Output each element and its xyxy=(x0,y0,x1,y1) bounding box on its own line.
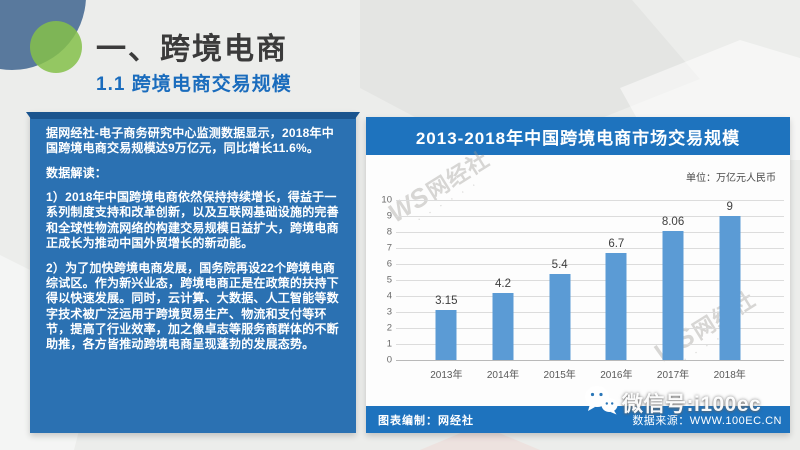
bar-value-label: 6.7 xyxy=(608,237,625,250)
commentary-point-1: 1）2018年中国跨境电商依然保持持续增长，得益于一系列制度支持和改革创新，以及… xyxy=(46,190,339,251)
x-axis-label: 2015年 xyxy=(543,370,576,381)
page-subtitle: 1.1 跨境电商交易规模 xyxy=(96,74,292,95)
commentary-point-2: 2）为了加快跨境电商发展，国务院再设22个跨境电商综试区。作为新兴业态，跨境电商… xyxy=(46,260,339,352)
chart-plot: 3.15 2013年 4.2 2014年 5.4 2015年 6.7 2016年 8.06 201… xyxy=(418,200,758,381)
y-axis-tick: 10 xyxy=(381,194,392,206)
gridline xyxy=(396,312,784,313)
gridline xyxy=(396,328,784,329)
chart-footer-source: 数据来源：WWW.100EC.CN xyxy=(632,414,782,427)
bar xyxy=(719,216,741,360)
bar-value-label: 4.2 xyxy=(495,277,511,290)
y-axis-tick: 4 xyxy=(386,290,392,302)
y-axis-tick: 0 xyxy=(386,354,392,366)
wechat-icon xyxy=(584,385,618,420)
panel-top-ribbon xyxy=(26,112,360,119)
page-title: 一、跨境电商 xyxy=(96,33,288,66)
gridline xyxy=(396,248,784,249)
wechat-watermark: 微信号:i100ec xyxy=(584,385,761,420)
gridline xyxy=(396,280,784,281)
bar-column: 3.15 2013年 xyxy=(418,200,475,381)
bar-column: 6.7 2016年 xyxy=(588,200,645,381)
wechat-id-label: 微信号:i100ec xyxy=(622,392,762,416)
y-axis-tick: 8 xyxy=(386,226,392,238)
bar-column: 5.4 2015年 xyxy=(531,200,588,381)
commentary-panel: 据网经社-电子商务研究中心监测数据显示，2018年中国跨境电商交易规模达9万亿元… xyxy=(26,112,360,433)
x-axis-label: 2016年 xyxy=(600,370,633,381)
bar-column: 8.06 2017年 xyxy=(645,200,702,381)
bar xyxy=(435,309,457,360)
commentary-section-label: 数据解读： xyxy=(46,165,108,180)
gridline xyxy=(396,264,784,265)
x-axis-label: 2013年 xyxy=(430,370,463,381)
commentary-intro: 据网经社-电子商务研究中心监测数据显示，2018年中国跨境电商交易规模达9万亿元… xyxy=(46,126,334,156)
gridline xyxy=(396,216,784,217)
x-axis-label: 2018年 xyxy=(713,370,746,381)
chart-footer-credit: 图表编制：网经社 xyxy=(378,414,474,427)
y-axis-tick: 3 xyxy=(386,306,392,318)
y-axis-tick: 6 xyxy=(386,258,392,270)
chart-unit-label: 单位：万亿元人民币 xyxy=(686,173,776,184)
bar xyxy=(662,231,684,360)
bar-column: 4.2 2014年 xyxy=(475,200,532,381)
bar-value-label: 3.15 xyxy=(435,294,458,307)
x-axis-label: 2014年 xyxy=(486,370,520,381)
gridline xyxy=(396,296,784,297)
y-axis-tick: 2 xyxy=(386,322,392,334)
bar-value-label: 9 xyxy=(726,201,733,213)
bar-value-label: 8.06 xyxy=(661,216,685,229)
chart-footer-bar: 图表编制：网经社 数据来源：WWW.100EC.CN xyxy=(366,406,790,433)
bar xyxy=(492,292,514,360)
bar xyxy=(549,273,571,360)
x-axis-label: 2017年 xyxy=(656,370,690,381)
y-axis-tick: 5 xyxy=(386,274,392,286)
chart-grid: 0 1 2 3 4 5 6 7 8 9 10 xyxy=(381,195,784,366)
commentary-text: 据网经社-电子商务研究中心监测数据显示，2018年中国跨境电商交易规模达9万亿元… xyxy=(30,112,356,372)
y-axis-tick: 1 xyxy=(386,338,392,350)
gridline xyxy=(396,360,784,361)
gridline xyxy=(396,344,784,345)
chart-card: 2013-2018年中国跨境电商市场交易规模 单位：万亿元人民币 WS网经社 ·… xyxy=(366,117,790,433)
y-axis-tick: 7 xyxy=(386,242,392,254)
bar-value-label: 5.4 xyxy=(551,258,568,271)
gridline xyxy=(396,200,784,201)
decorative-green-circle xyxy=(30,21,82,73)
gridline xyxy=(396,232,784,233)
bar xyxy=(605,252,627,360)
bar-column: 9 2018年 xyxy=(701,200,758,381)
chart-title-banner: 2013-2018年中国跨境电商市场交易规模 xyxy=(366,117,790,155)
y-axis-tick: 9 xyxy=(386,210,392,222)
